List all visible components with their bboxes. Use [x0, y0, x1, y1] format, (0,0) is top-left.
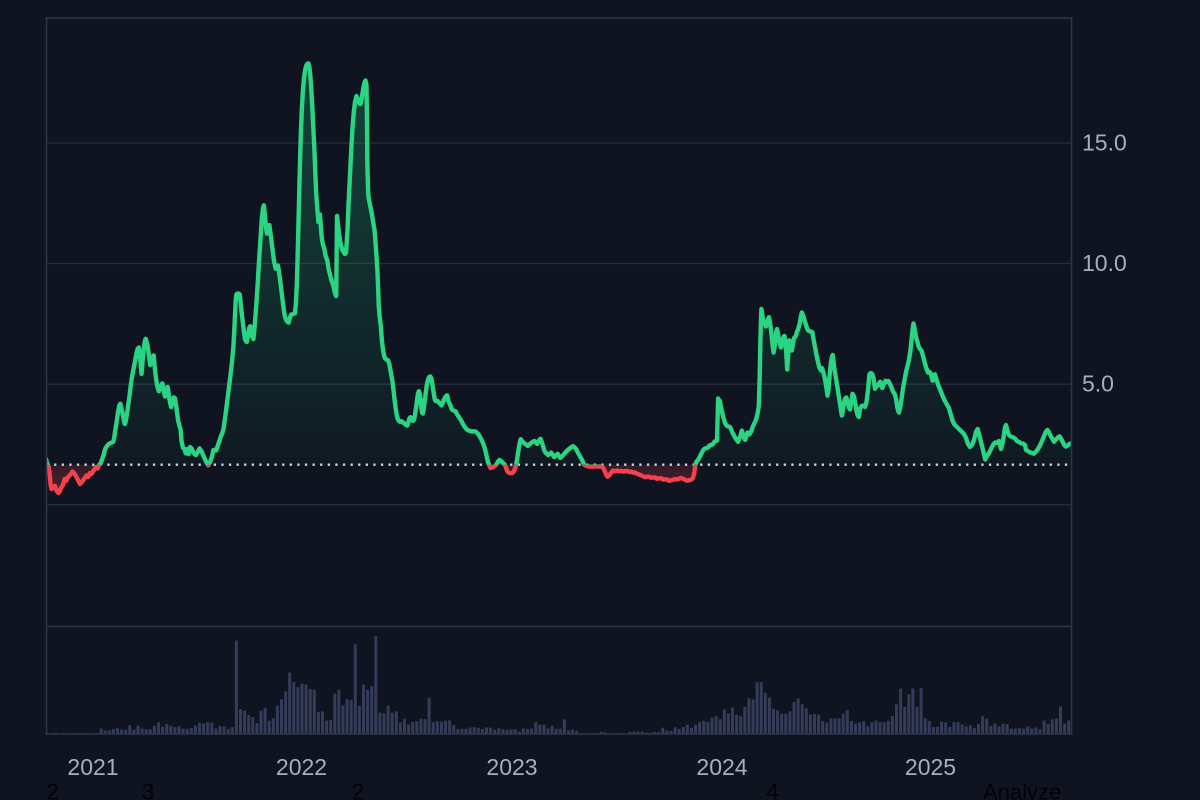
svg-text:10.0: 10.0 — [1082, 250, 1127, 276]
svg-text:2022: 2022 — [276, 754, 327, 780]
svg-text:2024: 2024 — [696, 754, 747, 780]
svg-text:5.0: 5.0 — [1082, 371, 1114, 397]
svg-text:2025: 2025 — [905, 754, 956, 780]
svg-text:2023: 2023 — [486, 754, 537, 780]
svg-text:2: 2 — [352, 779, 365, 800]
svg-text:2021: 2021 — [67, 754, 118, 780]
svg-text:3: 3 — [142, 779, 155, 800]
svg-text:Analyze: Analyze — [983, 780, 1061, 800]
svg-text:15.0: 15.0 — [1082, 130, 1127, 156]
svg-text:2: 2 — [46, 779, 59, 800]
svg-text:4: 4 — [766, 779, 779, 800]
